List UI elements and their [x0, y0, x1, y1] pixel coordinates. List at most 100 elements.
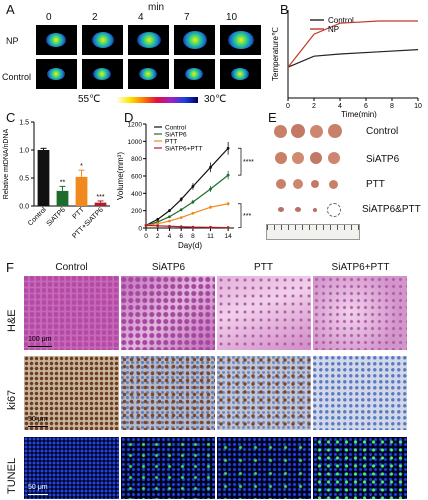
tumor-photo: Control SiATP6 PTT SiATP6&PTT — [266, 120, 426, 248]
data-point — [168, 215, 171, 219]
legend-label: PTT — [165, 139, 177, 146]
panel-a-row-control: Control — [2, 72, 32, 82]
data-point — [191, 225, 195, 229]
bar-siatp6 — [56, 190, 69, 206]
thermal-image — [36, 25, 77, 55]
data-point — [156, 224, 160, 228]
tumor-label-control: Control — [366, 126, 399, 137]
thermal-image — [82, 59, 123, 89]
panel-label-d: D — [124, 110, 134, 125]
f-col-combo: SiATP6+PTT — [331, 262, 390, 273]
data-point — [156, 217, 160, 221]
data-point — [226, 146, 230, 150]
scale-low-label: 30℃ — [204, 94, 227, 105]
series-line — [145, 147, 229, 226]
y-tick-label: 600 — [131, 174, 142, 181]
thermal-image — [128, 25, 169, 55]
y-tick-label: 0.0 — [19, 204, 29, 211]
thermal-image — [36, 59, 77, 89]
significance-mark: *** — [243, 213, 251, 220]
thermal-image — [82, 25, 123, 55]
he-scalebar-label: 100 μm — [28, 336, 52, 343]
y-tick-label: 400 — [131, 191, 142, 198]
bar-ptt+siatp6 — [94, 202, 107, 206]
y-tick-label: 800 — [131, 156, 142, 163]
color-scale: 55℃ 30℃ — [78, 94, 258, 106]
f-row-he: H&E — [6, 309, 18, 332]
time-label: 0 — [46, 12, 52, 23]
data-point — [226, 202, 230, 206]
data-point — [168, 224, 171, 228]
he-image-combo — [313, 276, 407, 350]
legend-label: SiATP6 — [165, 132, 187, 139]
tunel-scalebar-label: 50 μm — [28, 484, 48, 491]
panel-label-f: F — [6, 260, 14, 275]
thermal-image — [174, 59, 215, 89]
data-point — [209, 225, 212, 229]
data-point — [179, 198, 183, 201]
tumor-label-combo: SiATP6&PTT — [362, 204, 421, 215]
data-point — [179, 208, 183, 212]
x-tick-label: SiATP6 — [46, 206, 67, 227]
data-point — [179, 216, 183, 219]
panel-a-unit: min — [148, 2, 165, 13]
tumor-label-ptt: PTT — [366, 179, 385, 190]
data-point — [209, 187, 212, 191]
time-label: 10 — [226, 12, 238, 23]
ki67-scalebar: 50 μm — [28, 416, 68, 429]
legend-label: Control — [165, 125, 187, 132]
x-tick-label: 2 — [312, 103, 316, 110]
significance-mark: * — [80, 163, 83, 170]
legend-label: Control — [328, 16, 354, 25]
he-image-ptt — [217, 276, 311, 350]
y-tick-label: 1000 — [128, 139, 143, 146]
color-scale-bar — [116, 97, 198, 103]
x-tick-label: 4 — [338, 103, 342, 110]
x-axis-title: Time(min) — [341, 110, 377, 118]
tunel-image-control — [24, 437, 119, 499]
he-image-control — [24, 276, 119, 350]
panel-a-row-np: NP — [6, 36, 19, 46]
chart-d: 0 200 400 600 800 1000 1200 0 2 4 6 8 11 14 Day(d) Volu… — [116, 122, 254, 251]
x-tick-label: 2 — [156, 233, 160, 240]
x-tick-label: 6 — [364, 103, 368, 110]
data-point — [209, 165, 212, 169]
time-label: 4 — [138, 12, 144, 23]
x-tick-label: 4 — [168, 233, 172, 240]
tunel-image-ptt — [217, 437, 311, 499]
y-tick-label: 0 — [138, 226, 142, 233]
he-scalebar: 100 μm — [28, 336, 68, 349]
data-point — [179, 225, 183, 229]
scale-high-label: 55℃ — [78, 94, 101, 105]
panel-a-time-labels: 0 2 4 7 10 — [36, 12, 261, 24]
sig-bracket — [238, 147, 242, 176]
thermal-image — [220, 59, 261, 89]
y-tick-label: 200 — [131, 208, 142, 215]
y-tick-label: 0.5 — [19, 176, 29, 183]
panel-label-a: A — [6, 2, 15, 17]
x-tick-label: 8 — [390, 103, 394, 110]
ki67-image-control — [24, 356, 119, 430]
time-label: 2 — [92, 12, 98, 23]
significance-mark: *** — [96, 194, 104, 201]
x-tick-label: 11 — [207, 233, 214, 240]
ki67-image-siatp6 — [121, 356, 215, 430]
data-point — [168, 209, 171, 213]
thermal-image — [220, 25, 261, 55]
ruler — [266, 224, 360, 240]
series-line — [145, 174, 229, 226]
significance-mark: **** — [243, 159, 254, 166]
data-point — [226, 173, 230, 177]
y-axis-title: Volume(mm³) — [116, 152, 125, 200]
panel-label-c: C — [6, 110, 16, 125]
ki67-image-combo — [313, 356, 407, 430]
series-line-np — [287, 20, 418, 68]
x-tick-label: 14 — [225, 233, 233, 240]
y-tick-label: 1.0 — [19, 148, 29, 155]
y-axis-title: Relative mtDNA/nDNA — [3, 128, 10, 199]
he-image-siatp6 — [121, 276, 215, 350]
data-point — [209, 205, 212, 209]
thermal-image — [128, 59, 169, 89]
panel-label-b: B — [280, 2, 289, 17]
x-tick-label: 10 — [414, 103, 422, 110]
